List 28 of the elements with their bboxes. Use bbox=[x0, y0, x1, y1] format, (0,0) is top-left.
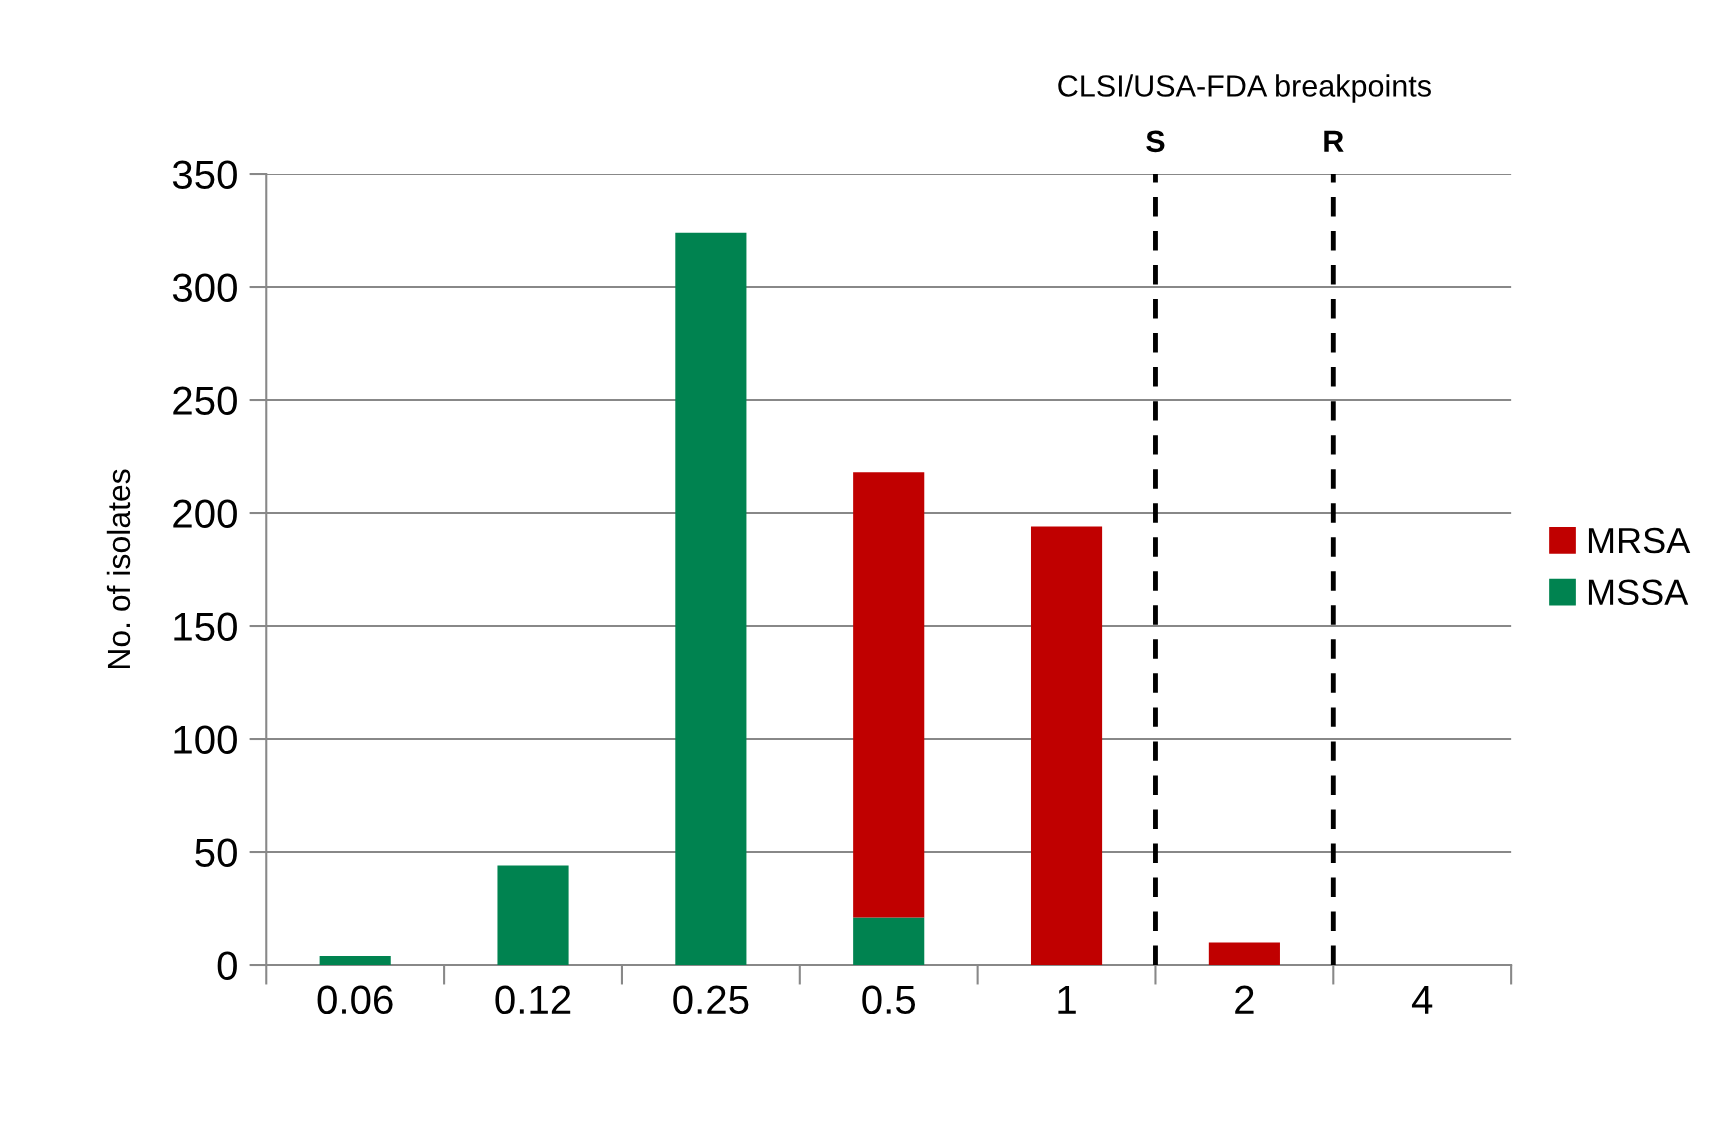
y-tick-label: 100 bbox=[174, 725, 237, 755]
text: R bbox=[1324, 130, 1344, 152]
x-tick-label: 0.25 bbox=[673, 985, 749, 1015]
x-tick-label: 2 bbox=[1235, 985, 1254, 1014]
bar bbox=[1030, 526, 1103, 966]
x-tick-label: 4 bbox=[1411, 985, 1433, 1014]
x-tick-label: 0.12 bbox=[495, 985, 571, 1015]
y-axis-title: No. of isolates bbox=[106, 469, 131, 669]
y-tick-label: 50 bbox=[195, 838, 237, 868]
bar bbox=[853, 472, 925, 918]
x-tick-label: 1 bbox=[1058, 985, 1076, 1014]
y-tick-label: 300 bbox=[172, 273, 237, 303]
text: S bbox=[1146, 130, 1165, 153]
bar bbox=[853, 917, 925, 966]
y-tick-label: 200 bbox=[173, 499, 237, 529]
bar bbox=[675, 232, 747, 966]
x-tick-label: 0.06 bbox=[317, 985, 393, 1015]
x-tick-label: 0.5 bbox=[862, 985, 916, 1015]
bar bbox=[319, 955, 391, 966]
text: CLSI/USA-FDA breakpoints bbox=[1058, 74, 1431, 103]
legend-label: MRSA bbox=[1588, 527, 1691, 554]
y-tick-label: 0 bbox=[217, 951, 237, 981]
bar bbox=[1208, 942, 1280, 966]
y-tick-label: 350 bbox=[172, 160, 237, 190]
y-tick-label: 150 bbox=[174, 612, 237, 642]
y-tick-label: 250 bbox=[173, 386, 237, 416]
bar bbox=[497, 865, 569, 966]
legend-label: MSSA bbox=[1588, 579, 1689, 606]
